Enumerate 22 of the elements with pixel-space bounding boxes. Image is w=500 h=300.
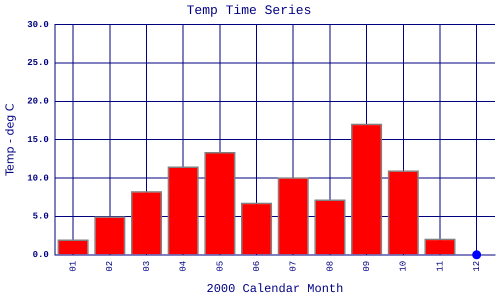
y-tick-label: 25.0 xyxy=(27,58,49,68)
y-tick-label: 20.0 xyxy=(27,96,49,107)
x-tick-label: 11 xyxy=(435,260,446,272)
x-tick-label: 12 xyxy=(472,260,482,272)
x-tick-label: 08 xyxy=(325,260,336,272)
y-tick-label: 0.0 xyxy=(32,250,49,260)
x-tick-label: 06 xyxy=(252,260,262,272)
chart-title: Temp Time Series xyxy=(186,3,312,18)
x-tick-label: 02 xyxy=(105,260,116,272)
y-tick-label: 15.0 xyxy=(27,134,49,145)
y-axis-title: Temp - deg C xyxy=(3,103,16,177)
x-tick-label: 05 xyxy=(215,260,226,272)
x-axis-title: 2000 Calendar Month xyxy=(206,282,344,296)
x-tick-label: 01 xyxy=(68,260,79,272)
x-tick-label: 04 xyxy=(178,260,189,272)
x-tick-label: 09 xyxy=(362,260,372,272)
y-tick-label: 30.0 xyxy=(27,20,49,30)
x-tick-label: 03 xyxy=(142,260,152,272)
y-tick-label: 5.0 xyxy=(32,212,49,222)
y-tick-label: 10.0 xyxy=(27,173,49,184)
x-tick-label: 07 xyxy=(288,260,299,272)
x-tick-label: 10 xyxy=(398,260,409,272)
